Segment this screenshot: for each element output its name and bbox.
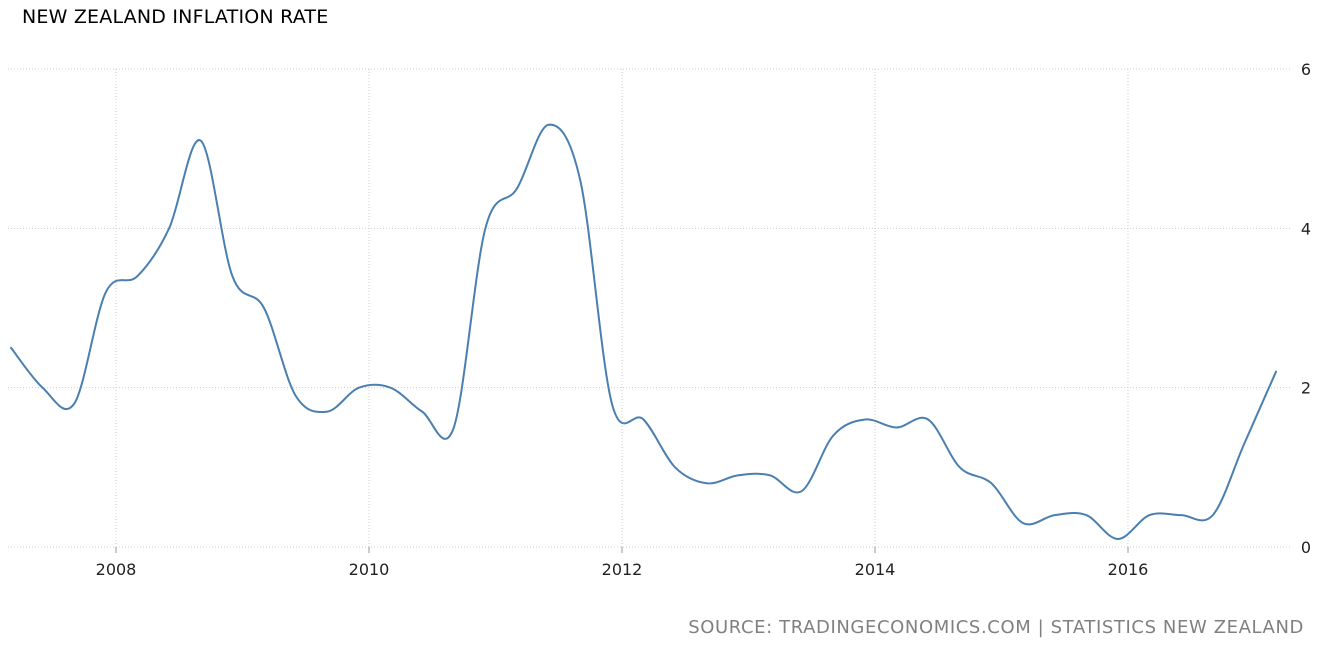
series-line-0: [10, 123, 1277, 540]
axis-tick-labels: 0 2 4 6 2008 2010 2012 2014 2016: [96, 60, 1311, 579]
grid-lines: [8, 68, 1290, 553]
chart-title: NEW ZEALAND INFLATION RATE: [22, 6, 329, 28]
series-layer: [10, 123, 1277, 540]
x-tick-label-2016: 2016: [1108, 560, 1149, 579]
y-tick-label-6: 6: [1301, 60, 1311, 79]
y-tick-label-2: 2: [1301, 379, 1311, 398]
x-tick-label-2008: 2008: [96, 560, 137, 579]
x-tick-label-2014: 2014: [855, 560, 896, 579]
y-tick-label-0: 0: [1301, 538, 1311, 557]
source-attribution: SOURCE: TRADINGECONOMICS.COM | STATISTIC…: [688, 617, 1304, 638]
x-tick-label-2010: 2010: [349, 560, 390, 579]
y-tick-label-4: 4: [1301, 219, 1311, 238]
x-tick-label-2012: 2012: [602, 560, 643, 579]
